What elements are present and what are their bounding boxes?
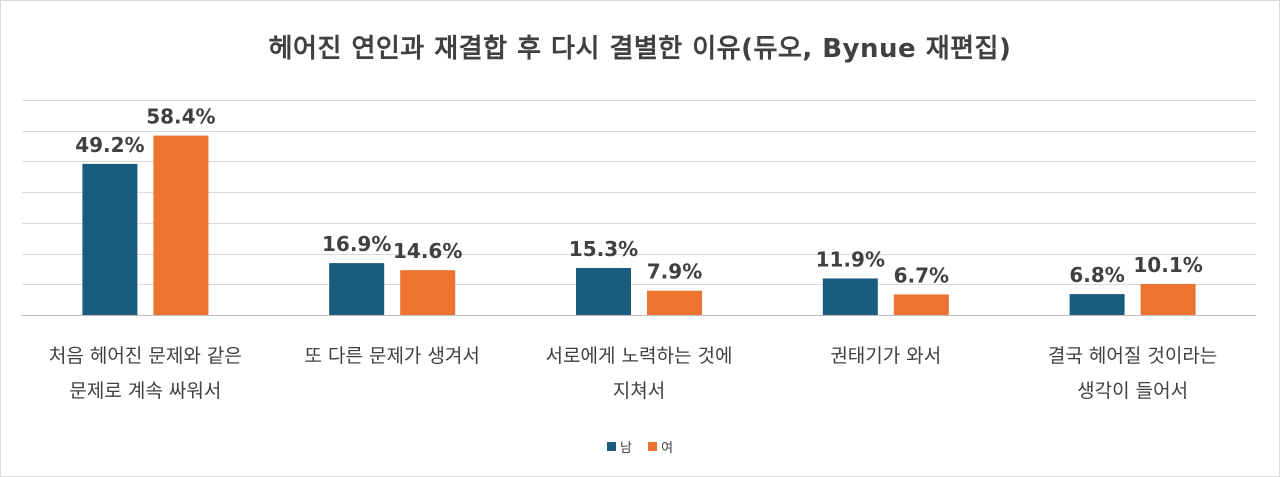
category-label: 권태기가 와서 — [763, 339, 1009, 374]
legend-label-female: 여 — [661, 441, 674, 456]
category-label-line: 결국 헤어질 것이라는 — [1047, 345, 1218, 367]
bar-female — [647, 290, 702, 315]
category-label-line: 또 다른 문제가 생겨서 — [304, 345, 480, 367]
data-label: 14.6% — [393, 239, 462, 263]
data-label: 10.1% — [1133, 253, 1202, 277]
category-label-line: 지쳐서 — [612, 380, 666, 402]
bar-female — [893, 294, 949, 315]
bar-male — [329, 263, 385, 315]
data-label: 58.4% — [146, 105, 215, 129]
legend-swatch-female — [648, 442, 658, 451]
bar-female — [153, 135, 209, 315]
bar-female — [1140, 283, 1196, 315]
chart-title: 헤어진 연인과 재결합 후 다시 결별한 이유(듀오, Bynue 재편집) — [268, 34, 1012, 64]
legend-item-female: 여 — [648, 437, 673, 456]
legend-swatch-male — [606, 442, 616, 451]
bar-male — [1069, 294, 1125, 315]
data-label: 6.7% — [894, 263, 949, 287]
legend-item-male: 남 — [606, 437, 632, 456]
data-label: 16.9% — [322, 232, 391, 256]
category-label-line: 생각이 들어서 — [1077, 380, 1189, 402]
bar-male — [576, 268, 631, 315]
data-label: 6.8% — [1069, 263, 1124, 287]
bar-male — [82, 163, 138, 315]
category-label-line: 권태기가 와서 — [830, 345, 942, 367]
data-label: 49.2% — [75, 133, 144, 157]
data-label: 7.9% — [647, 260, 702, 284]
category-label-line: 처음 헤어진 문제와 같은 — [48, 345, 242, 367]
data-label: 15.3% — [569, 237, 638, 261]
legend-label-male: 남 — [619, 441, 632, 456]
category-label-line: 서로에게 노력하는 것에 — [545, 345, 733, 367]
category-label: 또 다른 문제가 생겨서 — [269, 339, 515, 374]
bar-male — [822, 278, 878, 315]
category-label-line: 문제로 계속 싸워서 — [69, 380, 222, 402]
bar-female — [400, 270, 456, 315]
legend: 남 여 — [0, 437, 1280, 456]
data-label: 11.9% — [816, 247, 885, 271]
